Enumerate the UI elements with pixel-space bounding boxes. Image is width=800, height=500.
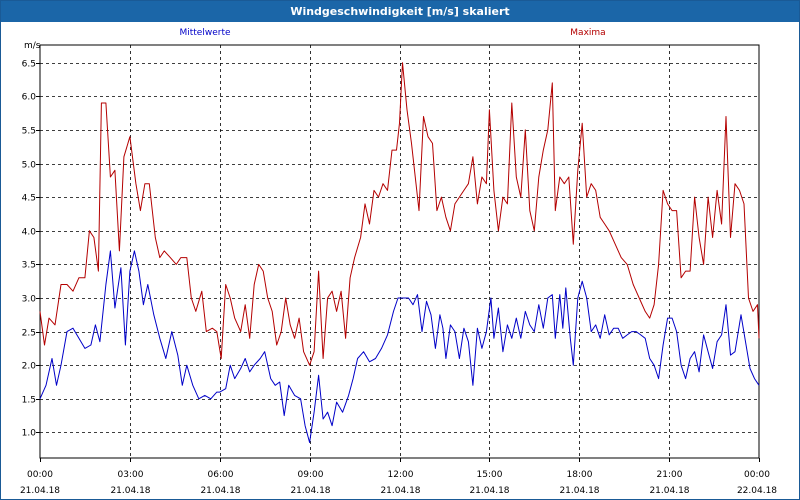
x-tick-date: 21.04.18: [20, 486, 60, 496]
grid-lines: [40, 45, 759, 458]
y-tick-label: 3.5: [22, 261, 36, 271]
x-tick-date: 21.04.18: [559, 486, 599, 496]
y-tick-label: 6.0: [22, 93, 37, 103]
y-tick-label: 2.5: [22, 329, 36, 339]
y-tick-label: 4.5: [22, 194, 36, 204]
x-tick-date: 21.04.18: [649, 486, 689, 496]
x-tick-date: 21.04.18: [110, 486, 150, 496]
legend-mittelwerte: Mittelwerte: [179, 28, 230, 38]
x-tick-date: 21.04.18: [200, 486, 240, 496]
x-tick-time: 06:00: [208, 470, 234, 480]
y-tick-label: 1.0: [22, 429, 37, 439]
series-lines: [39, 62, 760, 443]
y-axis-label: m/s: [24, 41, 41, 51]
plot-area-frame: [39, 44, 760, 459]
axis-ticks: 1.0 1.5 2.0 2.5 3.0 3.5 4.0 4.5 5.0 5.5 6.0 6.5 00:0…: [20, 60, 777, 497]
x-tick-time: 18:00: [567, 470, 593, 480]
y-tick-label: 5.0: [22, 161, 37, 171]
x-tick-time: 00:00: [744, 470, 770, 480]
x-tick-date: 21.04.18: [290, 486, 330, 496]
y-tick-label: 1.5: [22, 396, 36, 406]
series-mittelwerte-line: [39, 250, 760, 443]
y-tick-label: 4.0: [22, 228, 37, 238]
y-tick-label: 6.5: [22, 60, 36, 70]
legend-maxima: Maxima: [570, 28, 605, 38]
x-tick-time: 00:00: [27, 470, 53, 480]
window-title: Windgeschwindigkeit [m/s] skaliert: [1, 1, 799, 22]
y-tick-label: 3.0: [22, 295, 37, 305]
series-maxima-line: [39, 62, 760, 366]
y-tick-label: 2.0: [22, 362, 37, 372]
x-tick-date: 22.04.18: [737, 486, 777, 496]
x-tick-time: 09:00: [298, 470, 324, 480]
y-tick-label: 5.5: [22, 127, 36, 137]
x-tick-time: 21:00: [657, 470, 683, 480]
x-tick-date: 21.04.18: [469, 486, 509, 496]
x-tick-time: 15:00: [477, 470, 503, 480]
x-tick-time: 03:00: [118, 470, 144, 480]
x-tick-time: 12:00: [388, 470, 414, 480]
x-tick-date: 21.04.18: [380, 486, 420, 496]
